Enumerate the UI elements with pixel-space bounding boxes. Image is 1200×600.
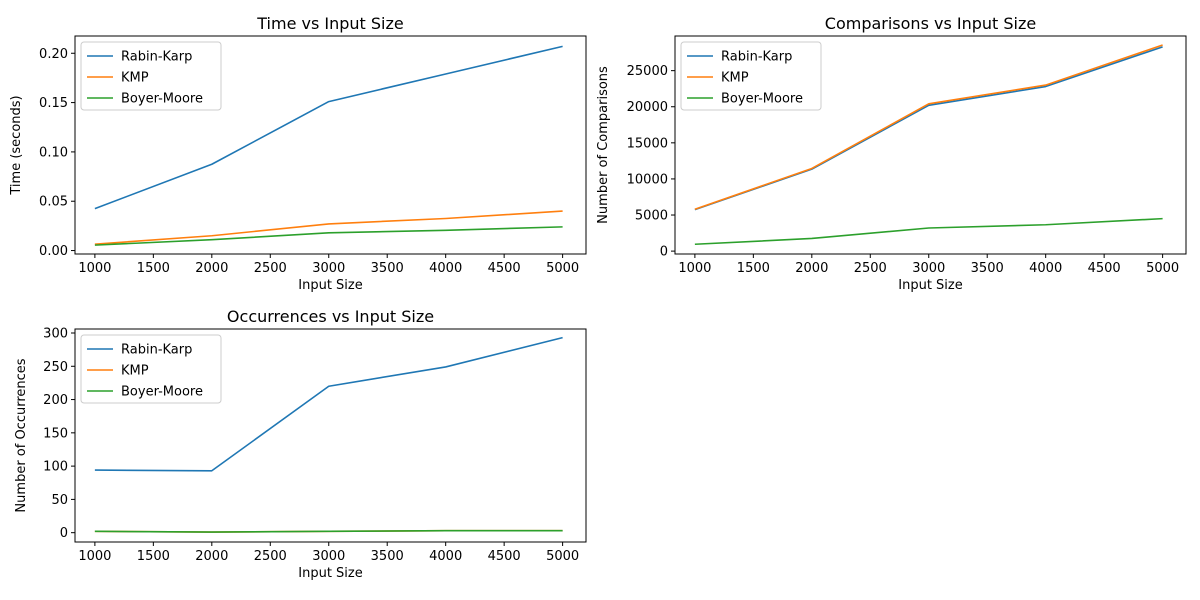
x-tick-label: 1000 <box>78 261 111 276</box>
legend-label: Rabin-Karp <box>121 50 192 65</box>
series-line-kmp <box>694 44 1163 211</box>
x-tick-label: 3500 <box>371 549 404 564</box>
x-tick-label: 3500 <box>371 261 404 276</box>
y-tick-label: 300 <box>43 326 68 341</box>
y-tick-label: 0.20 <box>39 47 68 62</box>
chart-title: Comparisons vs Input Size <box>825 14 1036 33</box>
series-line-rabin-karp <box>94 45 563 210</box>
x-tick-label: 3000 <box>312 261 345 276</box>
y-tick-label: 150 <box>43 426 68 441</box>
x-tick-label: 2000 <box>195 261 228 276</box>
legend-box <box>80 334 222 404</box>
y-tick-label: 25000 <box>627 64 668 79</box>
x-tick-label: 4000 <box>429 261 462 276</box>
x-axis-label: Input Size <box>298 566 362 581</box>
y-tick-label: 0.00 <box>39 244 68 259</box>
x-tick-label: 3500 <box>971 261 1004 276</box>
x-tick-label: 2000 <box>195 549 228 564</box>
legend-label: Rabin-Karp <box>721 50 792 65</box>
x-tick-label: 1500 <box>137 261 170 276</box>
x-tick-label: 4000 <box>1029 261 1062 276</box>
chart-panel-1: Time vs Input Size 1000 1500 2000 2500 3000 35… <box>9 14 587 293</box>
chart-title: Time vs Input Size <box>256 14 404 33</box>
y-tick-label: 0.10 <box>39 145 68 160</box>
x-tick-label: 1500 <box>137 549 170 564</box>
y-axis-label: Number of Occurrences <box>14 358 29 512</box>
legend: Rabin-Karp KMP Boyer-Moore <box>80 41 222 111</box>
legend-label: Boyer-Moore <box>721 92 803 107</box>
x-tick-label: 5000 <box>546 549 579 564</box>
series-line-boyer-moore <box>694 217 1163 246</box>
y-tick-label: 10000 <box>627 172 668 187</box>
plot-frame <box>674 35 1187 255</box>
x-tick-label: 2500 <box>854 261 887 276</box>
legend-label: Rabin-Karp <box>121 343 192 358</box>
legend: Rabin-Karp KMP Boyer-Moore <box>680 41 822 111</box>
legend-box <box>680 41 822 111</box>
y-tick-label: 0.05 <box>39 195 68 210</box>
series-line-kmp <box>94 210 563 245</box>
legend-label: KMP <box>721 71 749 86</box>
y-tick-label: 5000 <box>635 209 668 224</box>
series-line-rabin-karp <box>94 336 563 472</box>
x-axis-label: Input Size <box>898 278 962 293</box>
x-tick-label: 2500 <box>254 261 287 276</box>
y-tick-label: 15000 <box>627 136 668 151</box>
y-tick-label: 0 <box>660 245 668 260</box>
legend-box <box>80 41 222 111</box>
chart-title: Occurrences vs Input Size <box>227 307 434 326</box>
x-tick-label: 5000 <box>1146 261 1179 276</box>
legend: Rabin-Karp KMP Boyer-Moore <box>80 334 222 404</box>
x-tick-label: 4000 <box>429 549 462 564</box>
legend-label: KMP <box>121 364 149 379</box>
x-tick-label: 4500 <box>1088 261 1121 276</box>
x-tick-label: 5000 <box>546 261 579 276</box>
series-line-boyer-moore <box>94 226 563 246</box>
y-tick-label: 0 <box>60 526 68 541</box>
plot-frame <box>74 328 587 543</box>
legend-label: KMP <box>121 71 149 86</box>
x-tick-label: 1500 <box>737 261 770 276</box>
plot-frame <box>74 35 587 255</box>
y-tick-label: 0.15 <box>39 96 68 111</box>
x-tick-label: 4500 <box>488 261 521 276</box>
x-tick-label: 3000 <box>312 549 345 564</box>
series-line-boyer-moore <box>94 529 563 533</box>
y-tick-label: 100 <box>43 460 68 475</box>
x-tick-label: 3000 <box>912 261 945 276</box>
y-axis-label: Time (seconds) <box>9 95 24 195</box>
chart-panel-2: Comparisons vs Input Size 1000 1500 2000 250… <box>596 14 1187 293</box>
legend-label: Boyer-Moore <box>121 385 203 400</box>
x-tick-label: 2000 <box>795 261 828 276</box>
x-tick-label: 2500 <box>254 549 287 564</box>
x-axis-label: Input Size <box>298 278 362 293</box>
y-tick-label: 50 <box>51 493 68 508</box>
x-tick-label: 1000 <box>78 549 111 564</box>
y-tick-label: 20000 <box>627 100 668 115</box>
y-axis-label: Number of Comparisons <box>596 66 611 224</box>
y-tick-label: 250 <box>43 360 68 375</box>
x-tick-label: 4500 <box>488 549 521 564</box>
legend-label: Boyer-Moore <box>121 92 203 107</box>
y-tick-label: 200 <box>43 393 68 408</box>
x-tick-label: 1000 <box>678 261 711 276</box>
